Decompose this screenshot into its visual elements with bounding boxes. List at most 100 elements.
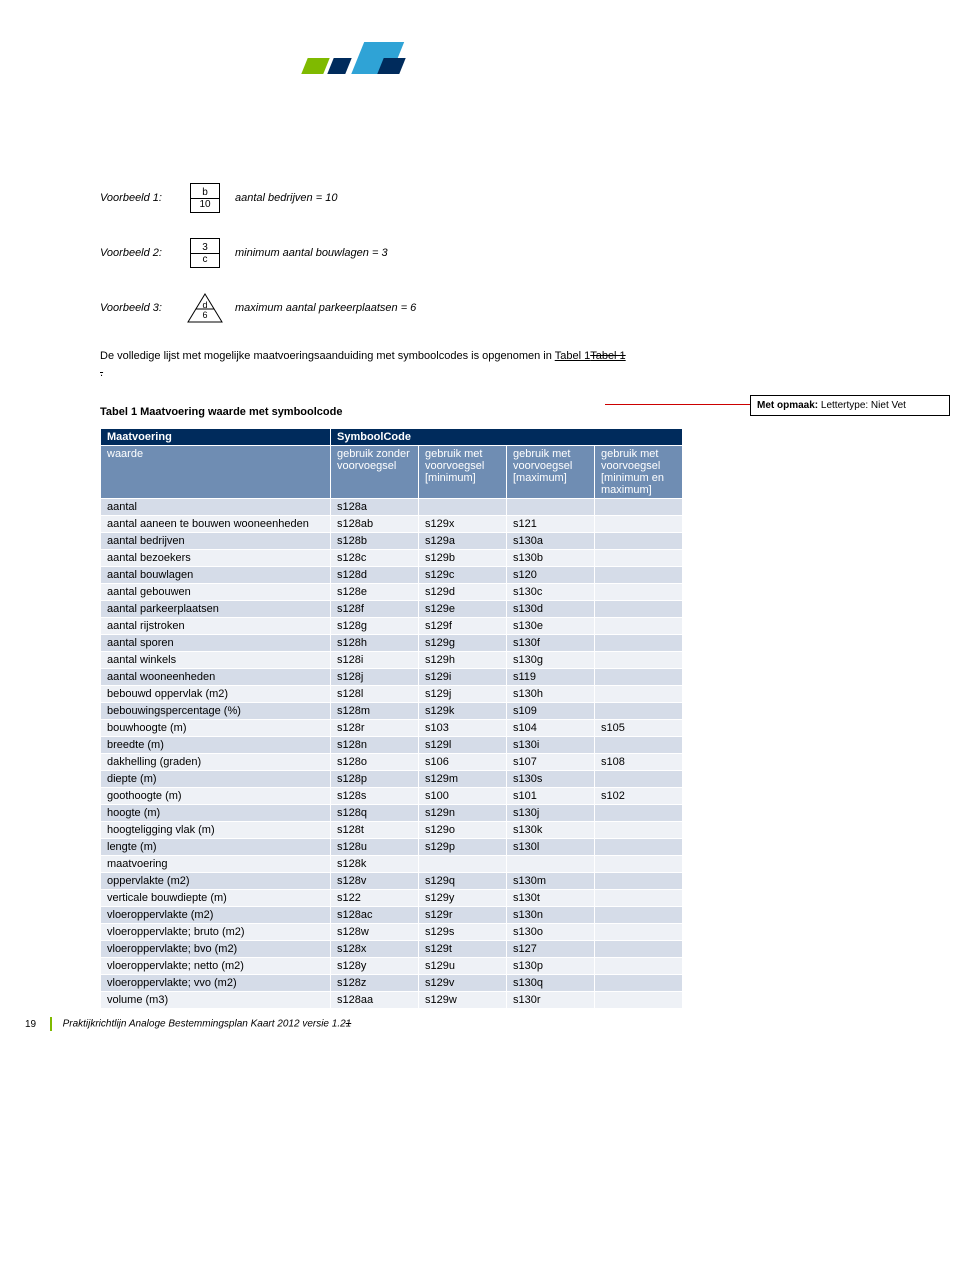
td	[595, 822, 683, 839]
td: s128l	[331, 686, 419, 703]
td: s130b	[507, 550, 595, 567]
comment-connector	[605, 404, 750, 405]
td	[595, 703, 683, 720]
td: s128n	[331, 737, 419, 754]
td	[595, 567, 683, 584]
td	[595, 516, 683, 533]
td: s128ac	[331, 907, 419, 924]
td: s129a	[419, 533, 507, 550]
table-row: verticale bouwdiepte (m)s122s129ys130t	[101, 890, 683, 907]
table-row: hoogte (m)s128qs129ns130j	[101, 805, 683, 822]
td: aantal	[101, 499, 331, 516]
td: s128aa	[331, 992, 419, 1009]
td	[595, 975, 683, 992]
td: s129s	[419, 924, 507, 941]
td: vloeroppervlakte; vvo (m2)	[101, 975, 331, 992]
td: s128g	[331, 618, 419, 635]
td: bebouwd oppervlak (m2)	[101, 686, 331, 703]
logo	[295, 40, 900, 83]
td	[595, 924, 683, 941]
table-ref-link[interactable]: Tabel 1	[555, 350, 590, 362]
table-row: aantal sporens128hs129gs130f	[101, 635, 683, 652]
td: s129r	[419, 907, 507, 924]
td: s128a	[331, 499, 419, 516]
th: gebruik met voorvoegsel [minimum en maxi…	[595, 446, 683, 499]
td: s128b	[331, 533, 419, 550]
td: vloeroppervlakte; bruto (m2)	[101, 924, 331, 941]
td: s129y	[419, 890, 507, 907]
td: aantal rijstroken	[101, 618, 331, 635]
td	[595, 584, 683, 601]
td	[595, 635, 683, 652]
table-row: vloeroppervlakte; netto (m2)s128ys129us1…	[101, 958, 683, 975]
td: s129q	[419, 873, 507, 890]
td: s101	[507, 788, 595, 805]
td: s105	[595, 720, 683, 737]
table-row: dakhelling (graden)s128os106s107s108	[101, 754, 683, 771]
td: s104	[507, 720, 595, 737]
table-row: aantal wooneenhedens128js129is119	[101, 669, 683, 686]
td: s107	[507, 754, 595, 771]
td: verticale bouwdiepte (m)	[101, 890, 331, 907]
td: s129e	[419, 601, 507, 618]
td: dakhelling (graden)	[101, 754, 331, 771]
table-row: bebouwingspercentage (%)s128ms129ks109	[101, 703, 683, 720]
table-row: maatvoerings128k	[101, 856, 683, 873]
td: aantal parkeerplaatsen	[101, 601, 331, 618]
example-desc: minimum aantal bouwlagen = 3	[235, 247, 900, 259]
td: s130l	[507, 839, 595, 856]
td: s129p	[419, 839, 507, 856]
square-symbol: 3 c	[175, 238, 235, 268]
td: s130n	[507, 907, 595, 924]
td: s129i	[419, 669, 507, 686]
td	[595, 839, 683, 856]
td: s128t	[331, 822, 419, 839]
td	[595, 941, 683, 958]
td: s129n	[419, 805, 507, 822]
td: s128c	[331, 550, 419, 567]
td: s128i	[331, 652, 419, 669]
th: waarde	[101, 446, 331, 499]
td: s129v	[419, 975, 507, 992]
table-row: goothoogte (m)s128ss100s101s102	[101, 788, 683, 805]
td: s128ab	[331, 516, 419, 533]
table-row: aantal gebouwens128es129ds130c	[101, 584, 683, 601]
td	[595, 890, 683, 907]
td: s121	[507, 516, 595, 533]
td	[507, 856, 595, 873]
symbol-bottom: 6	[202, 310, 207, 320]
intro-paragraph: De volledige lijst met mogelijke maatvoe…	[100, 348, 660, 381]
td: s128p	[331, 771, 419, 788]
td: s129b	[419, 550, 507, 567]
example-row: Voorbeeld 2: 3 c minimum aantal bouwlage…	[45, 238, 900, 268]
td	[595, 737, 683, 754]
footer-title: Praktijkrichtlijn Analoge Bestemmingspla…	[63, 1019, 341, 1030]
td: s128q	[331, 805, 419, 822]
td: s130q	[507, 975, 595, 992]
para-post-strike: .	[100, 367, 103, 379]
td	[595, 550, 683, 567]
td: s130c	[507, 584, 595, 601]
symbol-top: 3	[191, 242, 219, 254]
td: s128z	[331, 975, 419, 992]
td: s128y	[331, 958, 419, 975]
td: s128d	[331, 567, 419, 584]
td: breedte (m)	[101, 737, 331, 754]
td: aantal bouwlagen	[101, 567, 331, 584]
td	[419, 856, 507, 873]
td: s128r	[331, 720, 419, 737]
td: s108	[595, 754, 683, 771]
th: gebruik zonder voorvoegsel	[331, 446, 419, 499]
example-label: Voorbeeld 3:	[45, 302, 175, 314]
td	[595, 907, 683, 924]
td: s130g	[507, 652, 595, 669]
table-row: volume (m3)s128aas129ws130r	[101, 992, 683, 1009]
td: aantal bedrijven	[101, 533, 331, 550]
example-desc: maximum aantal parkeerplaatsen = 6	[235, 302, 900, 314]
th: gebruik met voorvoegsel [maximum]	[507, 446, 595, 499]
square-symbol: b 10	[175, 183, 235, 213]
td: s128v	[331, 873, 419, 890]
td	[507, 499, 595, 516]
table-row: aantal bezoekerss128cs129bs130b	[101, 550, 683, 567]
td: maatvoering	[101, 856, 331, 873]
